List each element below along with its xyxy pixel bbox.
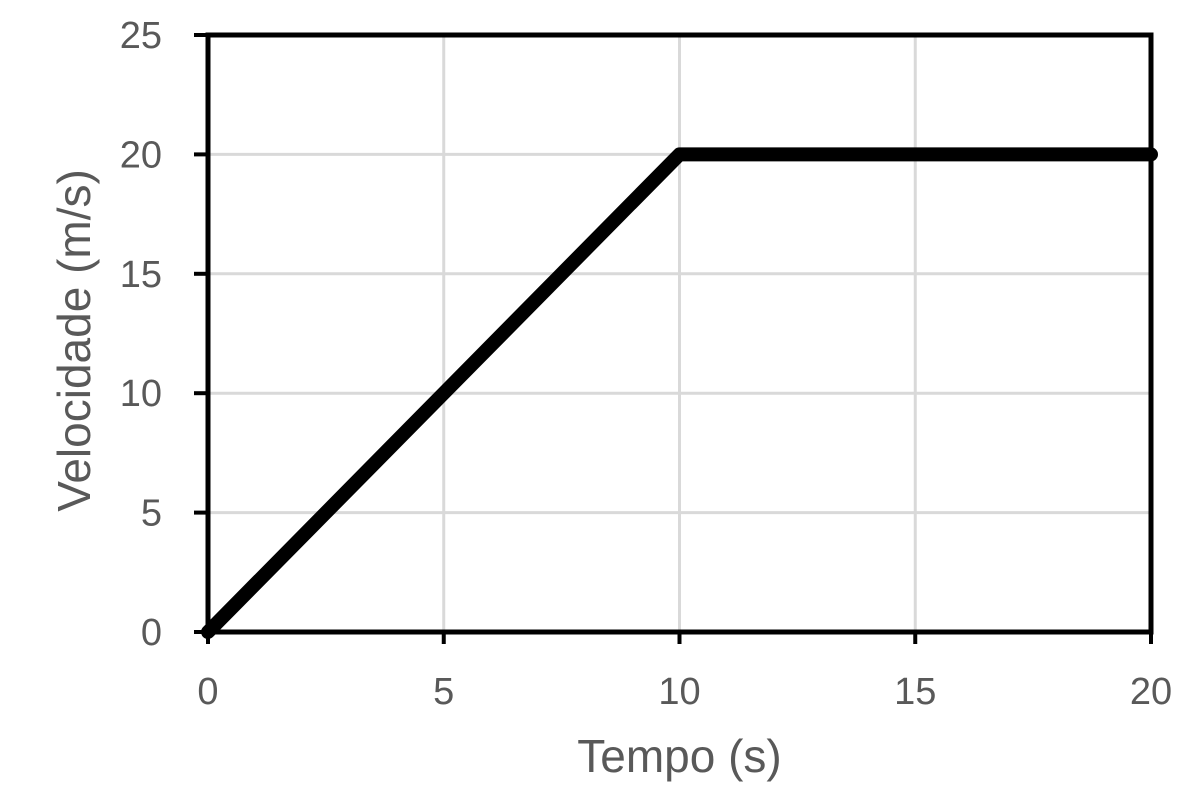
y-tick-labels: 0 5 10 15 20 25 <box>120 15 162 654</box>
x-tick-labels: 0 5 10 15 20 <box>197 671 1172 713</box>
x-tick-label: 15 <box>894 671 936 713</box>
x-tick-label: 10 <box>658 671 700 713</box>
series-line <box>201 147 1158 639</box>
grid-layer <box>208 35 1151 632</box>
x-tick-label: 0 <box>197 671 218 713</box>
y-tick-label: 5 <box>141 493 162 535</box>
y-tick-label: 15 <box>120 254 162 296</box>
y-tick-label: 10 <box>120 373 162 415</box>
x-axis-title: Tempo (s) <box>577 730 781 782</box>
x-tick-label: 5 <box>433 671 454 713</box>
y-axis-title: Velocidade (m/s) <box>48 169 100 512</box>
y-tick-label: 0 <box>141 612 162 654</box>
x-tick-label: 20 <box>1130 671 1172 713</box>
y-tick-label: 25 <box>120 15 162 57</box>
y-tick-label: 20 <box>120 134 162 176</box>
series-layer <box>201 147 1158 639</box>
